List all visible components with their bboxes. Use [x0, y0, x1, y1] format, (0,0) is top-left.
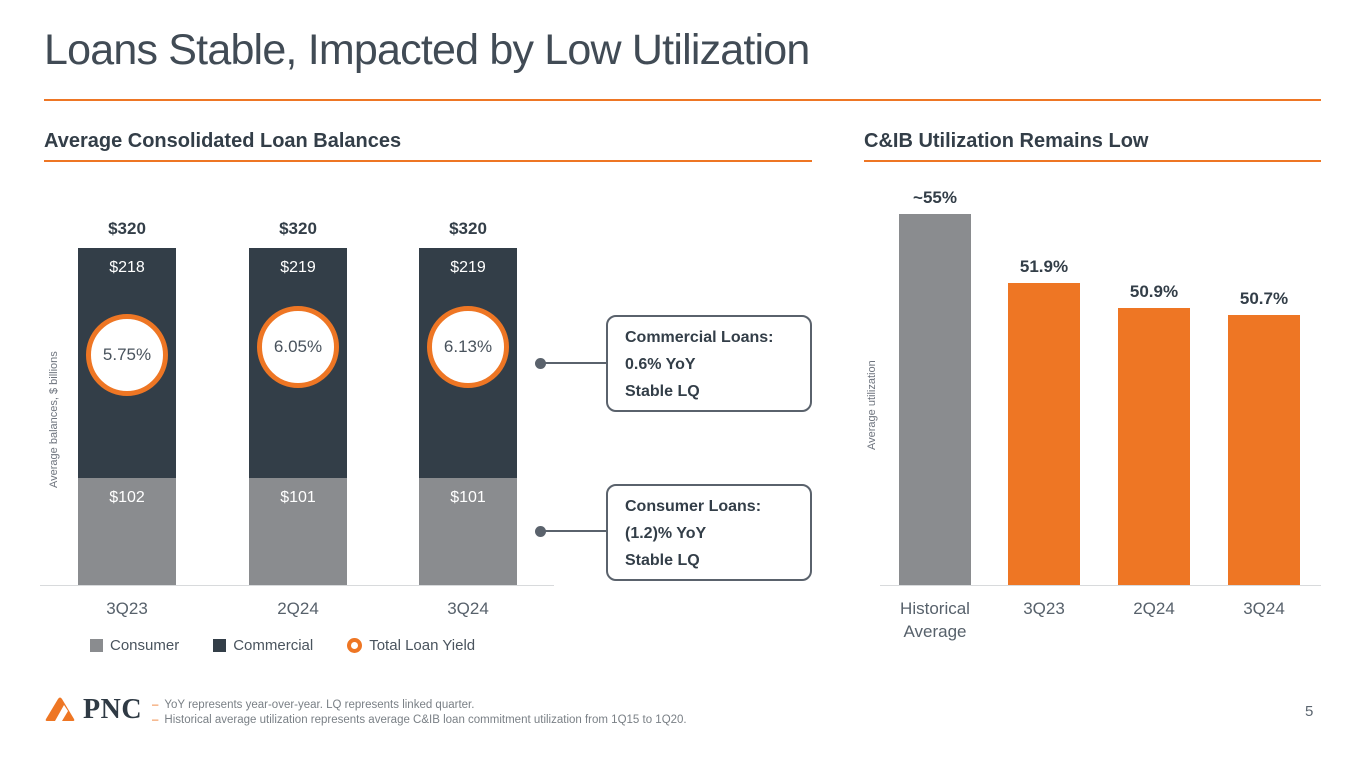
x-category-label: 2Q24 — [277, 599, 319, 618]
utilization-value-label: 50.9% — [1129, 282, 1179, 301]
utilization-value-label: 50.7% — [1239, 289, 1289, 308]
consumer-value-label: $101 — [450, 489, 486, 506]
footnote-dash: – — [152, 699, 159, 711]
page-title: Loans Stable, Impacted by Low Utilizatio… — [44, 26, 810, 74]
commercial-swatch-icon — [213, 639, 227, 652]
callout-title: Commercial Loans: — [625, 329, 774, 346]
consumer-value-label: $102 — [109, 489, 145, 506]
legend-label: Commercial — [233, 637, 314, 654]
consumer-swatch-icon — [90, 639, 103, 652]
loan-yield-marker: 6.13% — [427, 306, 509, 388]
legend-item-total-loan-yield: Total Loan Yield — [347, 637, 475, 654]
pnc-logo: PNC — [44, 694, 142, 726]
commercial-segment: $219 6.13% — [419, 248, 517, 478]
commercial-value-label: $218 — [109, 259, 145, 276]
x-category-label: 3Q24 — [1243, 599, 1285, 618]
connector-dot — [535, 526, 546, 537]
legend-item-consumer: Consumer — [90, 637, 179, 654]
right-chart-heading: C&IB Utilization Remains Low — [864, 130, 1149, 152]
bar-total-label: $320 — [108, 219, 146, 238]
x-category-label: 2Q24 — [1133, 599, 1175, 618]
loan-yield-marker: 6.05% — [257, 306, 339, 388]
pnc-logo-text: PNC — [83, 694, 143, 725]
left-heading-divider — [44, 160, 812, 162]
legend: Consumer Commercial Total Loan Yield — [90, 637, 475, 654]
consumer-segment: $101 — [249, 478, 347, 585]
loan-yield-value: 6.05% — [273, 337, 323, 356]
footnote-dash: – — [152, 714, 159, 726]
bar-total-label: $320 — [449, 219, 487, 238]
bar-historical-average — [899, 214, 971, 585]
connector-line — [544, 362, 606, 364]
right-heading-divider — [864, 160, 1321, 162]
title-divider — [44, 99, 1321, 101]
x-category-label: 3Q24 — [447, 599, 489, 618]
bar-3q23 — [1008, 283, 1080, 585]
right-x-axis-line — [880, 585, 1321, 586]
commercial-loans-callout: Commercial Loans: 0.6% YoY Stable LQ — [606, 315, 812, 412]
left-y-axis-label: Average balances, $ billions — [48, 351, 60, 488]
stacked-bar-2q24: $219 6.05% $101 — [249, 248, 347, 585]
callout-title: Consumer Loans: — [625, 498, 762, 515]
x-category-label: 3Q23 — [1023, 599, 1065, 618]
commercial-value-label: $219 — [450, 259, 486, 276]
consumer-segment: $102 — [78, 478, 176, 585]
yield-ring-icon — [347, 638, 363, 653]
consumer-loans-callout: Consumer Loans: (1.2)% YoY Stable LQ — [606, 484, 812, 581]
connector-line — [544, 530, 606, 532]
left-x-axis-line — [40, 585, 554, 586]
right-y-axis-label: Average utilization — [866, 360, 878, 450]
pnc-logo-mark — [45, 697, 75, 721]
legend-label: Total Loan Yield — [369, 637, 476, 654]
footnote-text: Historical average utilization represent… — [164, 714, 687, 726]
left-chart-heading: Average Consolidated Loan Balances — [44, 130, 402, 152]
legend-item-commercial: Commercial — [213, 637, 313, 654]
bar-3q24 — [1228, 315, 1300, 585]
bar-2q24 — [1118, 308, 1190, 585]
commercial-value-label: $219 — [280, 259, 316, 276]
loan-yield-marker: 5.75% — [86, 314, 168, 396]
x-category-label: 3Q23 — [106, 599, 148, 618]
connector-dot — [535, 358, 546, 369]
bar-total-label: $320 — [279, 219, 317, 238]
footnote: – Historical average utilization represen… — [152, 714, 687, 726]
stacked-bar-3q24: $219 6.13% $101 — [419, 248, 517, 585]
callout-line: 0.6% YoY — [625, 356, 696, 373]
callout-line: (1.2)% YoY — [625, 525, 707, 542]
commercial-segment: $218 5.75% — [78, 248, 176, 478]
footnote-text: YoY represents year-over-year. LQ repres… — [164, 699, 475, 711]
x-category-label: Historical Average — [900, 599, 970, 641]
footnote: – YoY represents year-over-year. LQ repre… — [152, 699, 474, 711]
utilization-value-label: ~55% — [913, 188, 957, 207]
callout-line: Stable LQ — [625, 552, 700, 569]
legend-label: Consumer — [110, 637, 180, 654]
utilization-value-label: 51.9% — [1019, 257, 1069, 276]
commercial-segment: $219 6.05% — [249, 248, 347, 478]
page-number: 5 — [1305, 703, 1314, 720]
loan-yield-value: 5.75% — [102, 345, 152, 364]
consumer-segment: $101 — [419, 478, 517, 585]
consumer-value-label: $101 — [280, 489, 316, 506]
loan-yield-value: 6.13% — [443, 337, 493, 356]
stacked-bar-3q23: $218 5.75% $102 — [78, 248, 176, 585]
callout-line: Stable LQ — [625, 383, 700, 400]
